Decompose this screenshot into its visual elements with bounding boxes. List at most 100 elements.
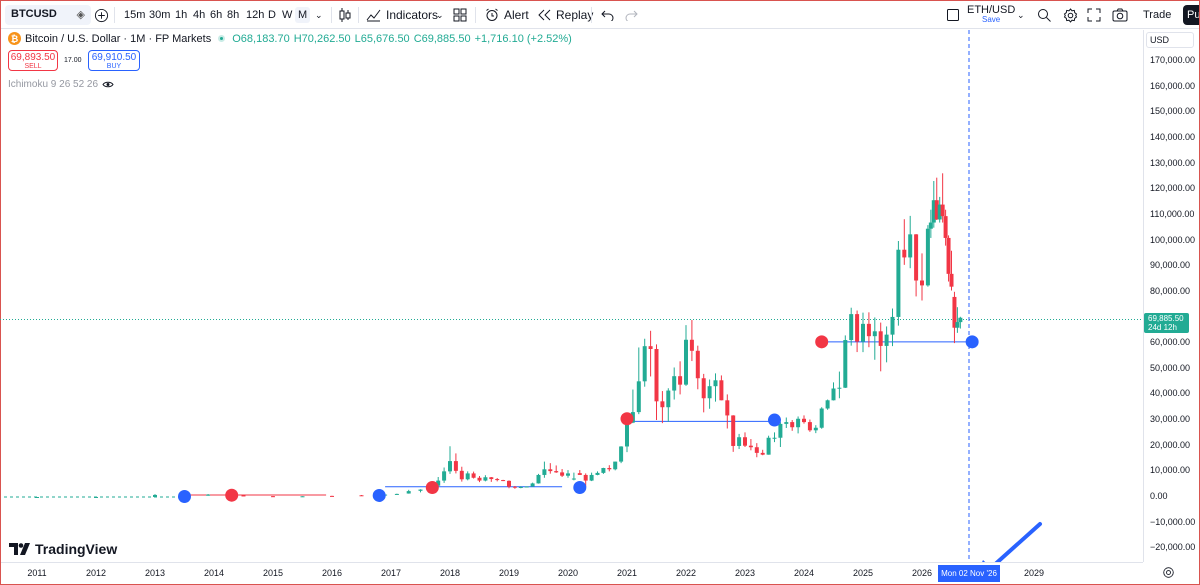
candle bbox=[418, 489, 423, 493]
snapshot-button[interactable] bbox=[1112, 1, 1128, 29]
legend-open: O68,183.70 bbox=[232, 32, 290, 45]
price-tick-label: 110,000.00 bbox=[1150, 208, 1195, 219]
candle bbox=[937, 196, 942, 223]
publish-button[interactable]: Pul bbox=[1183, 5, 1199, 25]
candle bbox=[536, 473, 541, 484]
market-open-icon bbox=[218, 35, 226, 42]
anchor-marker[interactable] bbox=[965, 335, 979, 349]
price-axis[interactable] bbox=[1143, 30, 1199, 562]
symbol-search[interactable]: BTCUSD ◈ bbox=[5, 5, 91, 25]
buy-button[interactable]: 69,910.50 BUY bbox=[88, 50, 140, 71]
anchor-marker[interactable] bbox=[815, 335, 829, 349]
interval-30m[interactable]: 30m bbox=[149, 9, 171, 21]
alert-label: Alert bbox=[504, 8, 529, 22]
sell-price: 69,893.50 bbox=[10, 52, 56, 63]
interval-w[interactable]: W bbox=[282, 9, 293, 21]
candle bbox=[766, 435, 771, 455]
anchor-marker[interactable] bbox=[768, 413, 781, 427]
candle bbox=[884, 326, 889, 363]
candle bbox=[660, 391, 665, 424]
anchor-marker[interactable] bbox=[178, 489, 191, 503]
gear-icon bbox=[1063, 7, 1078, 23]
candle bbox=[471, 471, 476, 479]
candle bbox=[825, 399, 830, 410]
layouts-button[interactable] bbox=[453, 1, 467, 29]
replay-button[interactable]: Replay bbox=[538, 1, 593, 29]
candle bbox=[571, 472, 576, 481]
candle bbox=[512, 485, 517, 489]
indicators-dropdown-icon[interactable]: ⌄ bbox=[436, 9, 444, 20]
settings-button[interactable] bbox=[1063, 1, 1078, 29]
candle bbox=[831, 382, 836, 401]
redo-button[interactable] bbox=[625, 1, 638, 29]
candle bbox=[949, 250, 954, 291]
last-price-tag: 69,885.50 24d 12h bbox=[1144, 313, 1189, 333]
indicator-legend[interactable]: Ichimoku 9 26 52 26 bbox=[8, 79, 114, 90]
layout-dropdown-icon[interactable]: ⌄ bbox=[1017, 9, 1025, 20]
interval-4h[interactable]: 4h bbox=[193, 9, 206, 21]
quick-search-button[interactable] bbox=[1037, 1, 1052, 29]
candle bbox=[748, 439, 753, 451]
candle bbox=[459, 466, 464, 482]
candle bbox=[330, 495, 334, 497]
candle bbox=[701, 373, 706, 413]
candle bbox=[554, 465, 559, 473]
time-tick-label: 2024 bbox=[793, 568, 815, 578]
axis-settings-button[interactable] bbox=[1162, 566, 1175, 584]
interval-dropdown-icon[interactable]: ⌄ bbox=[315, 9, 323, 20]
buy-price: 69,910.50 bbox=[91, 52, 137, 63]
candle bbox=[271, 495, 275, 498]
candle bbox=[501, 479, 506, 482]
candle bbox=[731, 415, 736, 452]
sell-button[interactable]: 69,893.50 SELL bbox=[8, 50, 58, 71]
interval-8h[interactable]: 8h bbox=[227, 9, 240, 21]
price-tick-label: 20,000.00 bbox=[1150, 439, 1191, 450]
candle bbox=[666, 388, 671, 422]
price-tick-label: 150,000.00 bbox=[1150, 106, 1196, 117]
anchor-marker[interactable] bbox=[225, 488, 239, 502]
replay-label: Replay bbox=[556, 8, 594, 22]
anchor-marker[interactable] bbox=[573, 481, 587, 495]
interval-m[interactable]: M bbox=[295, 7, 311, 23]
time-tick-label: 2022 bbox=[675, 568, 697, 578]
candle bbox=[542, 461, 547, 478]
anchor-marker[interactable] bbox=[425, 481, 439, 495]
interval-15m[interactable]: 15m bbox=[124, 9, 146, 21]
candle bbox=[843, 335, 848, 388]
anchor-marker[interactable] bbox=[372, 488, 386, 502]
save-layout-button[interactable]: ETH/USD Save bbox=[967, 1, 1015, 29]
tradingview-logo[interactable]: TradingView bbox=[9, 541, 117, 557]
eye-icon[interactable] bbox=[102, 80, 114, 89]
candle bbox=[206, 494, 211, 496]
candle bbox=[642, 338, 647, 387]
candle bbox=[560, 469, 565, 477]
undo-button[interactable] bbox=[601, 1, 614, 29]
candle bbox=[819, 407, 824, 429]
chart-type-button[interactable] bbox=[338, 1, 352, 29]
interval-1h[interactable]: 1h bbox=[175, 9, 188, 21]
add-symbol-button[interactable] bbox=[94, 1, 109, 29]
alert-button[interactable]: Alert bbox=[485, 1, 529, 29]
alarm-clock-icon bbox=[486, 8, 498, 21]
candle bbox=[684, 325, 688, 386]
indicator-name: Ichimoku 9 26 52 26 bbox=[8, 79, 99, 90]
spread-value: 17.00 bbox=[64, 57, 82, 64]
indicators-button[interactable]: Indicators bbox=[366, 1, 438, 29]
candle bbox=[931, 180, 936, 228]
trade-button[interactable]: Trade bbox=[1143, 9, 1172, 21]
candle bbox=[946, 235, 951, 282]
interval-6h[interactable]: 6h bbox=[210, 9, 223, 21]
grid-icon bbox=[453, 8, 467, 22]
candle bbox=[878, 322, 883, 372]
currency-selector[interactable]: USD bbox=[1146, 32, 1194, 48]
brand-name: TradingView bbox=[35, 541, 118, 557]
fullscreen-button[interactable] bbox=[1087, 1, 1101, 29]
time-axis[interactable] bbox=[1, 562, 1143, 584]
interval-12h[interactable]: 12h bbox=[246, 9, 265, 21]
candle bbox=[672, 367, 677, 400]
candle bbox=[902, 219, 907, 265]
anchor-marker[interactable] bbox=[620, 412, 634, 426]
interval-d[interactable]: D bbox=[268, 9, 276, 21]
compare-checkbox[interactable] bbox=[947, 1, 959, 29]
